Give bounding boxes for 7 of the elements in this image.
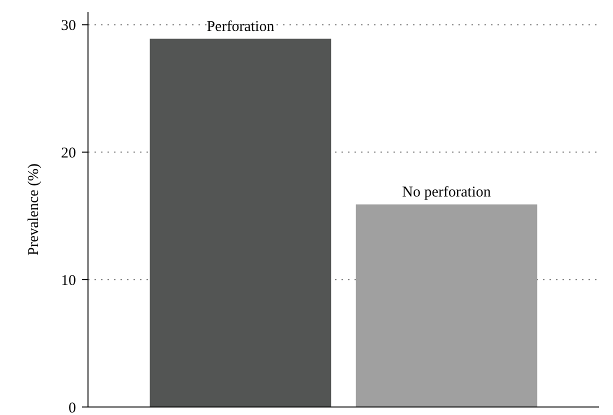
y-tick-label: 20 (61, 145, 76, 162)
y-tick-label: 10 (61, 272, 76, 289)
x-tick-label: No perforation (402, 184, 492, 200)
y-tick-label: 30 (61, 18, 76, 34)
x-tick-label: Perforation (206, 18, 275, 35)
y-axis-title: Prevalence (%) (26, 163, 42, 256)
y-tick-label: 0 (68, 400, 76, 415)
